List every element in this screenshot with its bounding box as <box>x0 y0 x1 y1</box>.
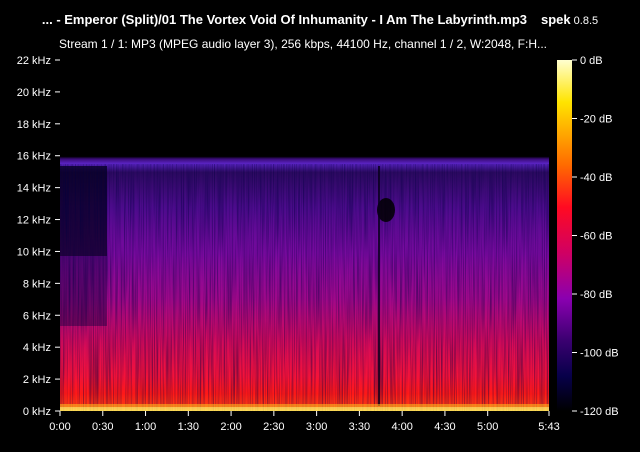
stream-info: Stream 1 / 1: MP3 (MPEG audio layer 3), … <box>59 37 548 51</box>
colorbar-axis: 0 dB -20 dB -40 dB -60 dB -80 dB -100 dB -120 … <box>572 55 619 418</box>
colorbar-tick-label: -120 dB <box>580 406 619 418</box>
spectral-gap <box>377 198 395 222</box>
time-tick-label: 2:30 <box>263 421 284 433</box>
time-tick-label: 0:30 <box>92 421 113 433</box>
frequency-tick-label: 4 kHz <box>23 342 51 354</box>
colorbar-tick-label: -40 dB <box>580 172 612 184</box>
time-tick-label: 0:00 <box>49 421 70 433</box>
frequency-tick-label: 0 kHz <box>23 406 51 418</box>
time-tick-label: 1:00 <box>135 421 156 433</box>
time-tick-label: 3:30 <box>349 421 370 433</box>
spectrogram-image <box>60 60 549 411</box>
frequency-tick-label: 6 kHz <box>23 310 51 322</box>
frequency-tick-label: 18 kHz <box>17 119 51 131</box>
time-tick-label: 5:00 <box>477 421 498 433</box>
frequency-tick-label: 10 kHz <box>17 246 51 258</box>
colorbar-tick-label: 0 dB <box>580 55 603 67</box>
file-title: ... - Emperor (Split)/01 The Vortex Void… <box>41 12 528 27</box>
frequency-axis: 22 kHz 20 kHz 18 kHz 16 kHz 14 kHz 12 kHz 10 k… <box>17 55 60 418</box>
colorbar <box>557 60 572 411</box>
colorbar-tick-label: -20 dB <box>580 114 612 126</box>
time-tick-label: 1:30 <box>178 421 199 433</box>
app-name: spek <box>541 12 571 27</box>
time-tick-label: 4:30 <box>434 421 455 433</box>
frequency-tick-label: 2 kHz <box>23 374 51 386</box>
window-title: ... - Emperor (Split)/01 The Vortex Void… <box>0 12 640 27</box>
time-tick-label: 3:00 <box>306 421 327 433</box>
frequency-tick-label: 16 kHz <box>17 151 51 163</box>
time-tick-label: 5:43 <box>538 421 559 433</box>
spectral-line <box>378 166 380 406</box>
time-tick-label: 2:00 <box>220 421 241 433</box>
colorbar-tick-label: -100 dB <box>580 348 619 360</box>
colorbar-tick-label: -60 dB <box>580 231 612 243</box>
time-axis: 0:00 0:30 1:00 1:30 2:00 2:30 3:00 3:30 4:00 4:30… <box>49 411 560 433</box>
frequency-tick-label: 20 kHz <box>17 87 51 99</box>
colorbar-tick-label: -80 dB <box>580 289 612 301</box>
frequency-tick-label: 14 kHz <box>17 183 51 195</box>
frequency-tick-label: 12 kHz <box>17 215 51 227</box>
frequency-tick-label: 22 kHz <box>17 55 51 67</box>
app-version: 0.8.5 <box>573 15 599 27</box>
time-tick-label: 4:00 <box>391 421 412 433</box>
frequency-tick-label: 8 kHz <box>23 278 51 290</box>
